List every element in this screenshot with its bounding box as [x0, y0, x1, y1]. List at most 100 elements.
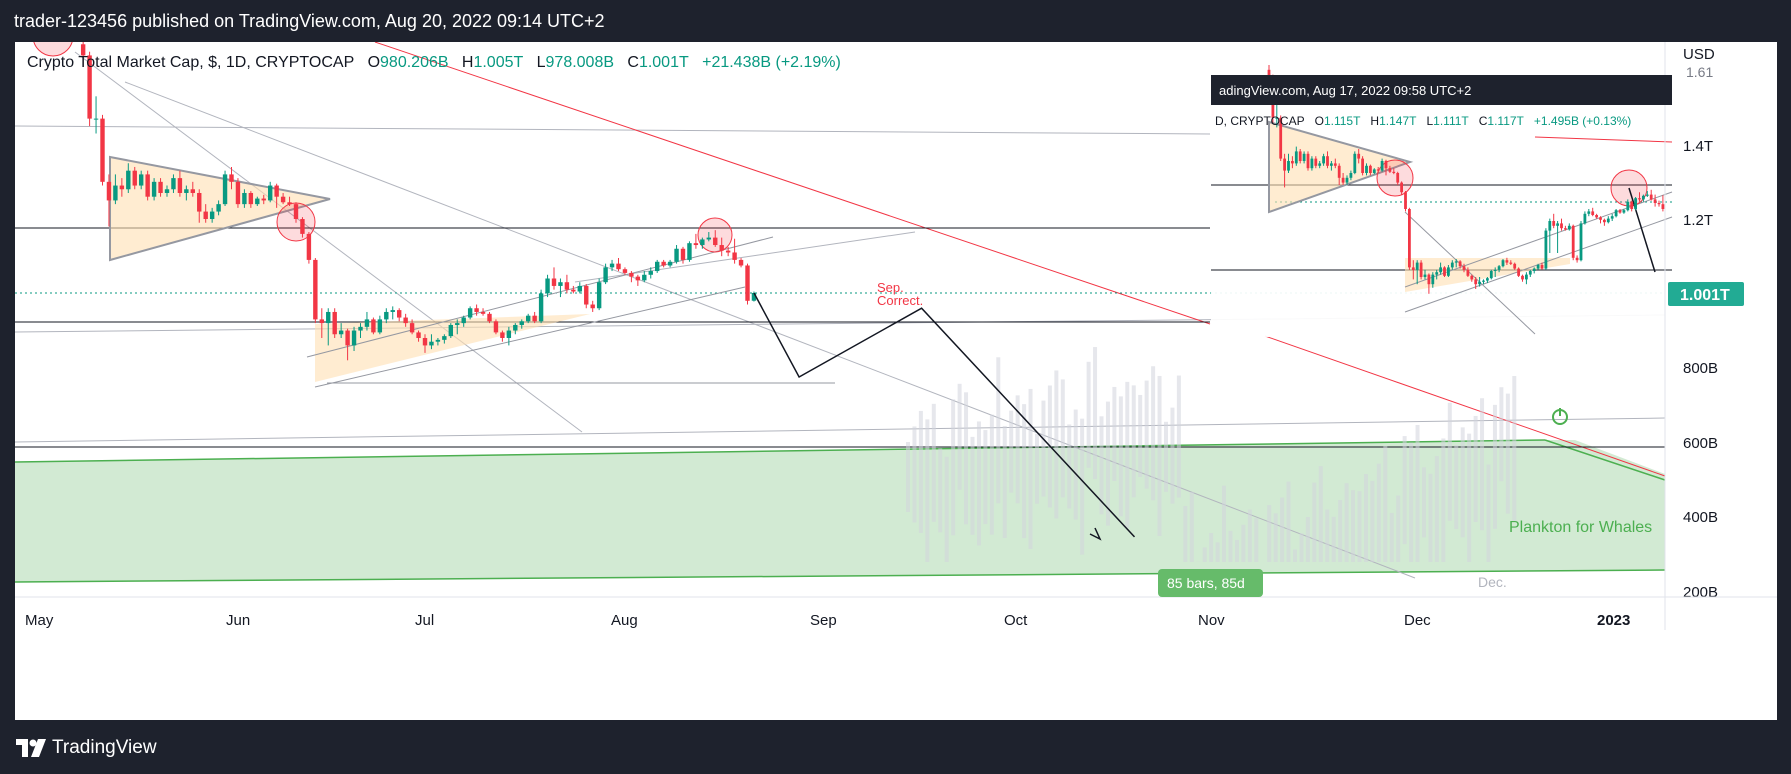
inset-candle-body [1454, 261, 1458, 263]
candle-body [487, 313, 492, 322]
ghost-bar [1499, 387, 1504, 482]
ghost-bar [1209, 533, 1214, 562]
candle-body [667, 261, 673, 266]
ghost-bar [1505, 393, 1510, 514]
sep-correct-label: Correct. [877, 293, 923, 308]
candle-body [345, 330, 350, 346]
candle-body [119, 185, 125, 190]
inset-candle-body [1583, 213, 1587, 224]
inset-close: 1.117T [1487, 114, 1524, 128]
ghost-bar [1512, 376, 1517, 523]
plankton-label: Plankton for Whales [1509, 519, 1652, 536]
ghost-bar [1318, 466, 1323, 562]
brand[interactable]: TradingView [16, 737, 157, 759]
plankton-top-line [15, 439, 1546, 463]
candle-body [745, 265, 750, 301]
inset-candle-body [1513, 263, 1517, 269]
candle-body [635, 276, 641, 281]
candle-body [493, 321, 499, 333]
inset-candle-body [1275, 117, 1279, 119]
candle-body [429, 341, 434, 346]
x-tick: Oct [1004, 612, 1028, 629]
ghost-bar [964, 392, 969, 525]
ghost-bar [1396, 495, 1401, 562]
inset-candle-body [1544, 230, 1548, 269]
candle-body [113, 185, 118, 201]
projection-arrowhead [1089, 527, 1102, 541]
inset-high: 1.147T [1379, 114, 1417, 128]
candle-body [87, 55, 92, 119]
inset-candle-body [1361, 158, 1364, 173]
inset-candle-body [1661, 204, 1665, 209]
candle-body [713, 237, 718, 246]
candle-body [164, 189, 170, 193]
ghost-bar [957, 383, 962, 490]
inset-candle-body [1408, 209, 1411, 268]
inset-candle-body [1501, 260, 1505, 267]
inset-candle-body [1439, 267, 1442, 273]
inset-candle-body [1642, 195, 1645, 200]
inset-candle-body [1462, 266, 1466, 270]
ghost-bar [1370, 480, 1375, 562]
ghost-bar [1447, 402, 1452, 521]
inset-candle-body [1482, 280, 1485, 282]
candle-body [371, 319, 376, 333]
candle-body [319, 319, 324, 324]
ghost-bar [1054, 370, 1059, 519]
candle-body [655, 261, 660, 272]
ghost-bar [1473, 415, 1478, 522]
candle-body [397, 310, 402, 318]
inset-title-bar: adingView.com, Aug 17, 2022 09:58 UTC+2 [1211, 75, 1672, 105]
ghost-bar [1086, 361, 1091, 468]
inset-candle-body [1306, 153, 1310, 169]
ghost-bar [1422, 467, 1426, 538]
candle-body [648, 271, 653, 275]
ghost-bar [983, 430, 988, 525]
last-price-label: 1.001T [1680, 287, 1730, 304]
ghost-bar [1112, 386, 1117, 481]
chart-area[interactable]: USD 1.61 1.4T 1.2T 1.001T 800B 600B 400B… [15, 42, 1777, 720]
candle-body [674, 248, 679, 262]
ghost-bar [1357, 491, 1362, 562]
inset-candle-body [1587, 211, 1591, 214]
ohlc-change: +21.438B (+2.19%) [702, 54, 841, 71]
channel-lower-line [314, 286, 746, 388]
candle-body [93, 118, 99, 120]
ghost-bar [1409, 442, 1414, 562]
inset-candle-body [1649, 194, 1653, 200]
candle-body [132, 170, 137, 186]
ghost-bar [1176, 375, 1181, 498]
publisher-line: trader-123456 published on TradingView.c… [14, 11, 605, 31]
ghost-bar [1222, 485, 1227, 562]
candle-body [216, 204, 221, 212]
candle-body [480, 311, 486, 314]
inset-candle-body [1431, 274, 1435, 285]
y-tick: 200B [1683, 584, 1718, 601]
ghost-bar [1325, 509, 1330, 562]
chart-svg[interactable]: USD 1.61 1.4T 1.2T 1.001T 800B 600B 400B… [15, 42, 1777, 720]
candle-body [700, 239, 705, 246]
candle-body [461, 317, 466, 324]
y-tick: 400B [1683, 509, 1718, 526]
candle-body [313, 259, 318, 320]
ghost-projection-bars [906, 347, 1517, 562]
candle-body [564, 282, 570, 290]
inset-candle-body [1571, 225, 1575, 258]
candle-body [506, 330, 512, 338]
ghost-bar [989, 414, 994, 535]
ghost-bar [1234, 539, 1239, 562]
inset-candle-body [1603, 219, 1606, 223]
candle-body [248, 192, 254, 205]
inset-candle-body [1341, 177, 1345, 183]
ghost-bar [944, 456, 949, 562]
inset-candle-body [1474, 279, 1478, 285]
ghost-bar [1215, 542, 1220, 562]
inset-candle-body [1450, 262, 1454, 268]
ghost-bar [1118, 396, 1123, 517]
candle-body [326, 311, 331, 324]
ghost-bar [1228, 530, 1233, 562]
ghost-bar [1151, 366, 1156, 501]
ghost-bar [912, 426, 917, 523]
ghost-bar [1157, 375, 1162, 536]
inset-candle-body [1466, 269, 1470, 276]
